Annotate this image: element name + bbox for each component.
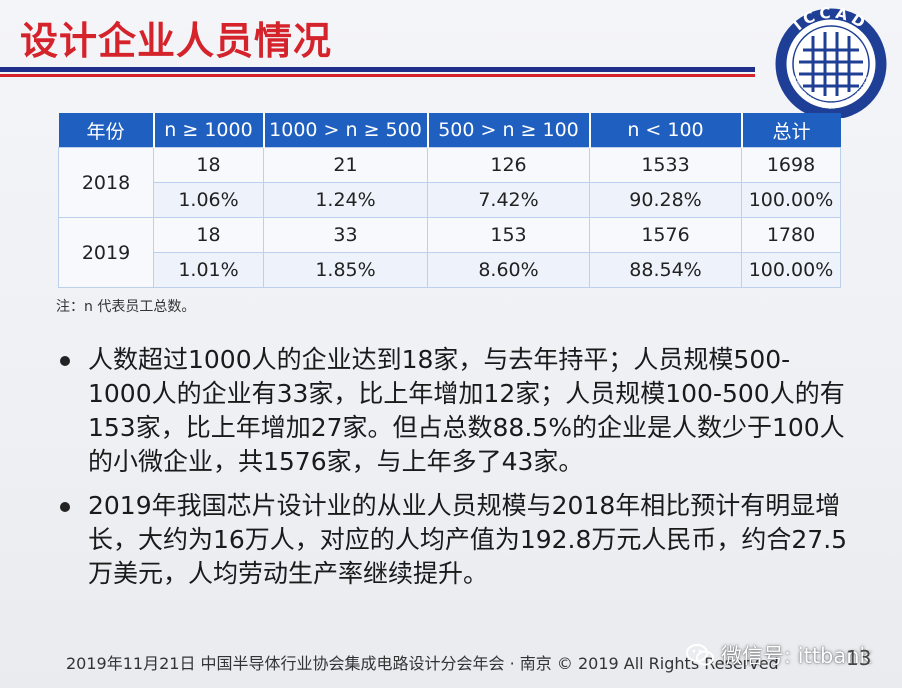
share-cell: 88.54%: [589, 252, 742, 288]
table-row: 2019 18 33 153 1576 1780: [58, 217, 841, 288]
share-cell: 1.24%: [263, 182, 428, 218]
share-cell: 90.28%: [589, 182, 742, 218]
staff-table: 年份 n ≥ 1000 1000 > n ≥ 500 500 > n ≥ 100…: [58, 113, 841, 288]
share-cell: 8.60%: [427, 252, 590, 288]
bullet-list: 人数超过1000人的企业达到18家，与去年持平；人员规模500-1000人的企业…: [58, 343, 848, 601]
count-cell: 1533: [589, 147, 742, 183]
count-cell: 21: [263, 147, 428, 183]
slide-footer: 2019年11月21日 中国半导体行业协会集成电路设计分会年会 · 南京 © 2…: [66, 654, 779, 673]
share-cell: 100.00%: [741, 182, 841, 218]
page-number: 13: [846, 646, 872, 670]
table-row: 1.01% 1.85% 8.60% 88.54% 100.00%: [59, 252, 841, 288]
title-rule-red: [0, 74, 755, 77]
watermark-text: 微信号: ittbank: [721, 644, 872, 668]
count-cell: 1698: [741, 147, 841, 183]
year-cell: 2018: [58, 147, 154, 218]
count-cell: 33: [263, 217, 428, 253]
count-cell: 153: [427, 217, 590, 253]
share-cell: 7.42%: [427, 182, 590, 218]
share-cell: 1.01%: [153, 252, 264, 288]
wechat-icon: [686, 644, 714, 666]
year-cell: 2019: [58, 217, 154, 288]
header-n-ge-1000: n ≥ 1000: [153, 113, 265, 148]
count-cell: 1576: [589, 217, 742, 253]
count-cell: 18: [153, 217, 264, 253]
slide-title: 设计企业人员情况: [20, 19, 333, 63]
iccad-logo: ICCAD 中国半导体行业协会集成电路设计分会: [775, 6, 887, 118]
share-cell: 1.06%: [153, 182, 264, 218]
header-total: 总计: [741, 113, 841, 148]
wechat-watermark: 微信号: ittbank: [685, 640, 872, 670]
count-cell: 126: [427, 147, 590, 183]
table-footnote: 注：n 代表员工总数。: [56, 299, 196, 315]
share-cell: 100.00%: [741, 252, 841, 288]
table-header-row: 年份 n ≥ 1000 1000 > n ≥ 500 500 > n ≥ 100…: [58, 113, 841, 148]
count-cell: 18: [153, 147, 264, 183]
bullet-item: 2019年我国芯片设计业的从业人员规模与2018年相比预计有明显增长，大约为16…: [58, 489, 848, 591]
table-row: 1.06% 1.24% 7.42% 90.28% 100.00%: [59, 182, 841, 218]
header-500-1000: 1000 > n ≥ 500: [263, 113, 429, 148]
table-row: 2018 18 21 126 1533 1698: [58, 147, 841, 218]
title-rule-blue: [0, 67, 755, 72]
count-cell: 1780: [741, 217, 841, 253]
share-cell: 1.85%: [263, 252, 428, 288]
header-100-500: 500 > n ≥ 100: [427, 113, 591, 148]
bullet-item: 人数超过1000人的企业达到18家，与去年持平；人员规模500-1000人的企业…: [58, 343, 848, 479]
header-n-lt-100: n < 100: [589, 113, 743, 148]
header-year: 年份: [58, 113, 155, 148]
